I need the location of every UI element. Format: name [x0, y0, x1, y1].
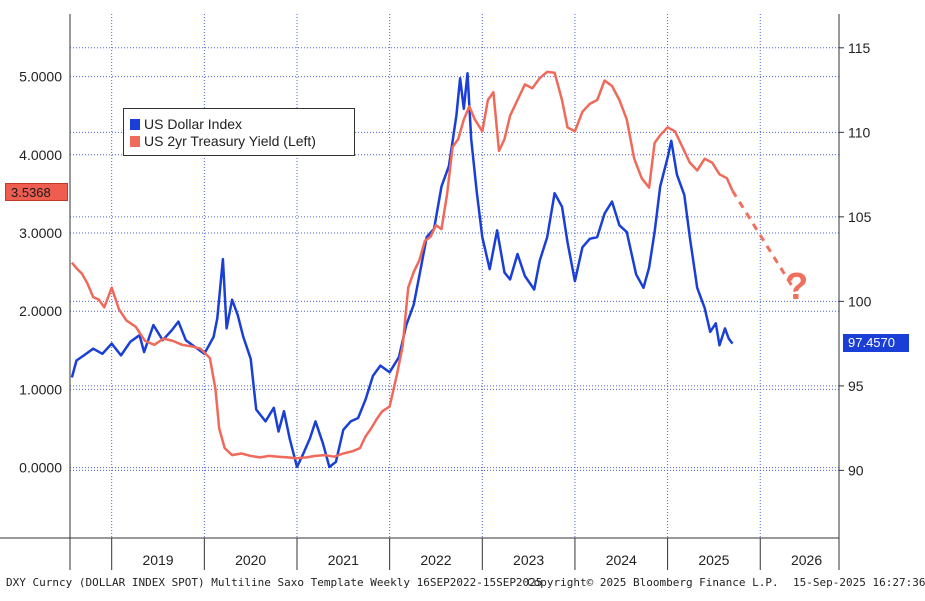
footer-copyright: Copyright© 2025 Bloomberg Finance L.P. — [527, 576, 779, 589]
projection-dashed-line — [731, 190, 797, 293]
right-tick-label: 110 — [848, 124, 871, 140]
year-label: 2026 — [791, 552, 822, 568]
series-line-dollar-index — [70, 71, 734, 469]
right-last-value-badge: 97.4570 — [843, 334, 909, 352]
right-tick-label: 105 — [848, 209, 872, 225]
axes — [0, 14, 844, 570]
legend-swatch-2yr — [130, 136, 140, 147]
footer-timestamp: 15-Sep-2025 16:27:36 — [793, 576, 925, 589]
right-tick-label: 100 — [848, 293, 872, 309]
legend-label-dxy: US Dollar Index — [144, 116, 243, 132]
x-axis-year-labels: 2019 2020 2021 2022 2023 2024 2025 2026 — [142, 552, 822, 568]
legend: US Dollar Index US 2yr Treasury Yield (L… — [123, 108, 355, 156]
legend-swatch-dxy — [130, 119, 140, 130]
year-label: 2023 — [513, 552, 544, 568]
right-tick-label: 95 — [848, 378, 864, 394]
left-tick-label: 4.0000 — [19, 147, 62, 163]
year-label: 2019 — [142, 552, 173, 568]
grid-lines — [70, 14, 839, 538]
series-line-2yr-yield — [70, 70, 734, 460]
legend-item-2yr: US 2yr Treasury Yield (Left) — [130, 133, 348, 150]
left-tick-label: 1.0000 — [19, 381, 62, 397]
year-label: 2022 — [420, 552, 451, 568]
left-axis-ticks: 0.0000 1.0000 2.0000 3.0000 4.0000 5.0000 — [19, 69, 62, 476]
right-tick-label: 90 — [848, 462, 864, 478]
right-tick-label: 115 — [848, 40, 871, 56]
legend-label-2yr: US 2yr Treasury Yield (Left) — [144, 133, 316, 149]
year-label: 2025 — [698, 552, 729, 568]
left-tick-label: 2.0000 — [19, 303, 62, 319]
year-label: 2021 — [328, 552, 359, 568]
year-label: 2020 — [235, 552, 266, 568]
legend-item-dxy: US Dollar Index — [130, 116, 348, 133]
right-axis-ticks: 90 95 100 105 110 115 — [848, 40, 872, 479]
question-mark-annotation: ? — [785, 266, 809, 308]
left-tick-label: 3.0000 — [19, 225, 62, 241]
left-tick-label: 5.0000 — [19, 69, 62, 85]
series-lines — [70, 70, 797, 469]
left-tick-label: 0.0000 — [19, 460, 62, 476]
left-last-value-badge: 3.5368 — [5, 183, 68, 201]
footer-source: DXY Curncy (DOLLAR INDEX SPOT) Multiline… — [6, 576, 543, 589]
year-label: 2024 — [606, 552, 637, 568]
